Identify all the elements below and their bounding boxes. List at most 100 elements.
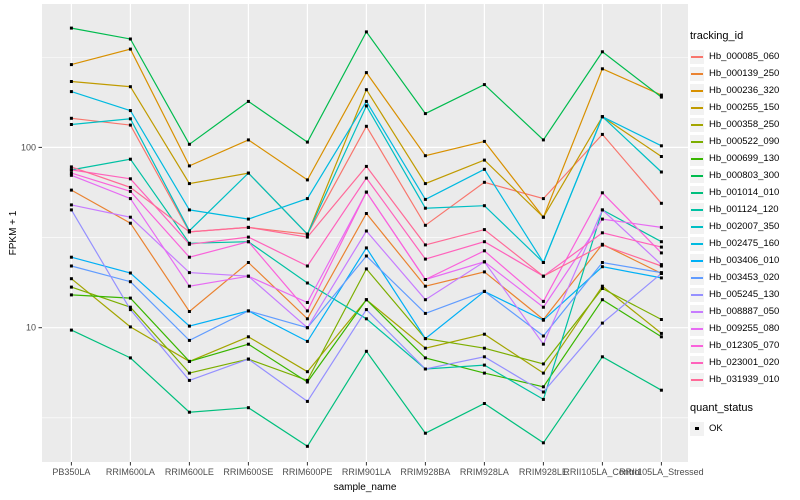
data-point [600,321,604,325]
color-line-icon [691,174,703,177]
legend-key [690,49,704,64]
legend-entry-Hb_000085_060: Hb_000085_060 [690,48,798,65]
color-line-icon [691,327,703,330]
data-point [305,326,309,330]
quant-status-legend: quant_status OK [690,402,798,437]
color-line-icon [691,344,703,347]
data-point [364,246,368,250]
data-point [423,257,427,261]
data-point [482,371,486,375]
data-point [541,138,545,142]
x-tick-label: RRII105LA_Stressed [619,467,704,477]
color-line-icon [691,293,703,296]
data-point [659,225,663,229]
data-point [364,99,368,103]
data-point [482,249,486,253]
axis-ticks-and-labels: 10 100 PB350LA RRIM600LA RRIM600LE RRIM600SE R… [21,142,704,477]
legend-entry-Hb_000236_320: Hb_000236_320 [690,82,798,99]
legend-entry-Hb_000358_250: Hb_000358_250 [690,116,798,133]
legend-entry-Hb_012305_070: Hb_012305_070 [690,337,798,354]
data-point [364,267,368,271]
data-point [187,284,191,288]
data-point [187,371,191,375]
legend-entry-Hb_000803_300: Hb_000803_300 [690,167,798,184]
data-point [69,165,73,169]
data-point [69,173,73,177]
data-point [482,180,486,184]
data-point [541,305,545,309]
data-point [69,116,73,120]
data-point [246,138,250,142]
data-point [482,158,486,162]
data-point [541,385,545,389]
data-point [305,140,309,144]
data-point [187,410,191,414]
data-point [187,208,191,212]
x-tick-label: RRIM928LA [460,467,509,477]
x-tick-label: RRIM928BA [400,467,450,477]
data-point [128,308,132,312]
legend-entry-label: Hb_005245_130 [709,289,780,300]
color-line-icon [691,55,703,58]
data-point [600,287,604,290]
data-point [659,155,663,158]
data-point [659,240,663,244]
data-point [69,80,73,83]
x-tick-label: RRII105LA_Control [563,467,641,477]
legend-key [690,117,704,132]
legend-entry-label: Hb_003406_010 [709,255,780,266]
data-point [541,390,545,394]
legend-entry-label: Hb_031939_010 [709,374,780,385]
data-point [69,63,73,67]
data-point [364,88,368,92]
data-point [423,206,427,210]
data-point [305,370,309,374]
data-point [364,349,368,353]
data-point [541,441,545,445]
legend-title-tracking-id: tracking_id [690,30,744,42]
y-tick-label: 10 [26,323,36,333]
data-point [305,399,309,403]
data-point [305,301,309,304]
data-point [659,245,663,249]
legend-title-quant-status: quant_status [690,402,753,414]
legend-key [690,185,704,200]
legend-entry-label: Hb_008887_050 [709,306,780,317]
data-point [305,281,309,285]
color-line-icon [691,89,703,92]
data-point [600,265,604,269]
data-point [659,335,663,339]
data-point [600,217,604,221]
legend-entry-Hb_000699_130: Hb_000699_130 [690,150,798,167]
data-point [246,406,250,410]
data-point [69,293,73,297]
data-point [659,276,663,280]
data-point [305,264,309,268]
legend-entry-Hb_001014_010: Hb_001014_010 [690,184,798,201]
data-point [69,277,73,281]
legend-entry-label: Hb_000085_060 [709,51,780,62]
legend-entry-label: Hb_009255_080 [709,323,780,334]
data-point [305,197,309,201]
data-point [423,243,427,247]
data-point [187,338,191,342]
data-point [364,190,368,194]
data-point [482,289,486,293]
legend-entry-Hb_000522_090: Hb_000522_090 [690,133,798,150]
data-point [128,47,132,51]
x-tick-label: RRIM600LA [106,467,155,477]
data-point [364,71,368,75]
color-line-icon [691,191,703,194]
data-point [423,298,427,302]
data-point [423,182,427,186]
data-point [600,191,604,195]
data-point [541,371,545,375]
data-point [482,260,486,264]
legend-entry-label: Hb_001124_120 [709,204,779,215]
data-point [364,212,368,215]
color-line-icon [691,225,703,228]
data-point [600,261,604,264]
data-point [187,164,191,168]
legend-entry-Hb_002475_160: Hb_002475_160 [690,235,798,252]
